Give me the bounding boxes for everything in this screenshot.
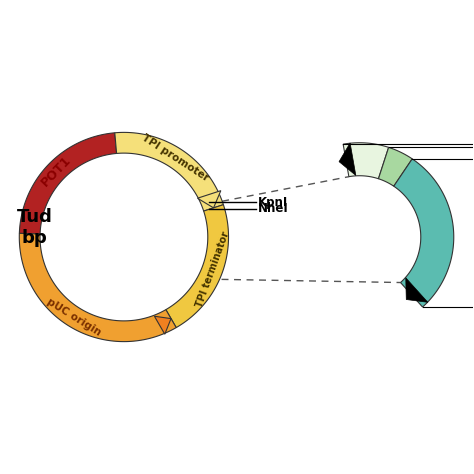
Polygon shape (19, 233, 176, 342)
Text: pUC origin: pUC origin (45, 296, 103, 337)
Polygon shape (378, 147, 412, 186)
Text: TPI terminator: TPI terminator (194, 230, 231, 309)
Polygon shape (394, 159, 454, 307)
Text: TPI promoter: TPI promoter (140, 133, 210, 183)
Text: KpnI: KpnI (258, 196, 289, 209)
Polygon shape (406, 278, 428, 302)
Polygon shape (339, 143, 356, 175)
Polygon shape (115, 132, 223, 211)
Text: POT1: POT1 (38, 154, 73, 190)
Polygon shape (19, 133, 117, 234)
Polygon shape (155, 316, 171, 334)
Text: Tud
bp: Tud bp (17, 208, 52, 247)
Text: NheI: NheI (258, 202, 289, 215)
Polygon shape (343, 143, 389, 179)
Polygon shape (198, 191, 221, 208)
Polygon shape (166, 205, 228, 328)
